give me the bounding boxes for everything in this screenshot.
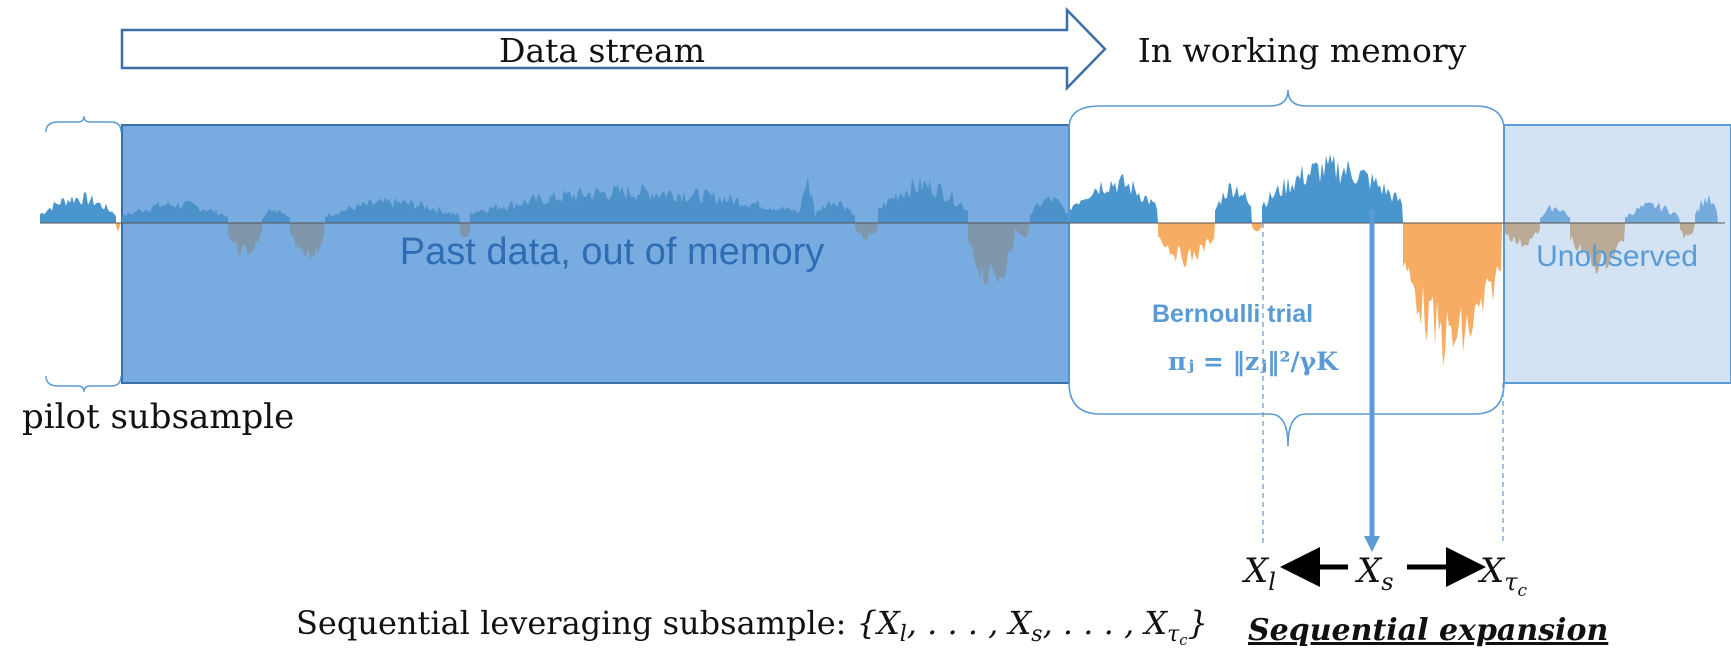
waveform-segment-6 xyxy=(325,197,460,223)
waveform-segment-8 xyxy=(470,183,800,223)
waveform-segment-12 xyxy=(878,176,968,223)
waveform-segment-17 xyxy=(1158,223,1215,267)
pilot-subsample-brace xyxy=(45,115,122,393)
waveform-segment-7 xyxy=(460,223,470,238)
waveform-segment-3 xyxy=(228,223,262,257)
waveform-segment-16 xyxy=(1069,173,1158,223)
x-s-label: Xs xyxy=(1354,551,1394,596)
waveform-segment-20 xyxy=(1262,154,1403,223)
unobserved-block xyxy=(1503,124,1731,384)
waveform-segment-15 xyxy=(1030,195,1069,223)
waveform-segment-23 xyxy=(1540,205,1570,223)
waveform-segment-14 xyxy=(1015,223,1030,239)
waveform-segment-9 xyxy=(800,176,815,223)
working-memory-brace xyxy=(1068,89,1505,447)
waveform-segment-4 xyxy=(262,208,290,223)
waveform-segment-10 xyxy=(815,199,855,223)
x-s-arrowhead xyxy=(1364,536,1380,552)
waveform-segment-11 xyxy=(855,223,878,241)
waveform-segment-1 xyxy=(116,223,120,232)
sequential-expansion-label: Sequential expansion xyxy=(1248,613,1608,648)
data-stream-label: Data stream xyxy=(499,31,705,70)
data-stream-arrow xyxy=(120,6,1107,92)
in-working-memory-label: In working memory xyxy=(1138,31,1467,70)
x-tau-label: Xτc xyxy=(1477,551,1528,601)
past-data-block xyxy=(121,124,1070,384)
waveform-segment-0 xyxy=(40,192,116,223)
waveform-segment-27 xyxy=(1695,194,1718,223)
waveform-segment-21 xyxy=(1403,223,1502,366)
waveform-segment-19 xyxy=(1252,223,1262,232)
subsample-caption: Sequential leveraging subsample: {Xl, . … xyxy=(296,604,1208,649)
subsample-set: {Xl, . . . , Xs, . . . , Xτc} xyxy=(857,604,1208,649)
unobserved-label: Unobserved xyxy=(1536,240,1698,273)
pi-formula-label: πⱼ = ‖zⱼ‖²/γK xyxy=(1168,347,1339,376)
bernoulli-trial-label: Bernoulli trial xyxy=(1152,300,1313,328)
signal-waveform xyxy=(40,154,1718,366)
waveform-segment-25 xyxy=(1625,202,1680,223)
waveform-segment-26 xyxy=(1680,223,1695,239)
waveform-segment-13 xyxy=(968,223,1015,286)
x-l-label: Xl xyxy=(1241,551,1276,596)
waveform-segment-22 xyxy=(1504,223,1540,248)
waveform-segment-18 xyxy=(1215,182,1252,223)
waveform-segment-2 xyxy=(122,200,228,223)
waveform-segment-24 xyxy=(1570,223,1625,274)
pilot-subsample-label: pilot subsample xyxy=(22,397,294,437)
waveform-segment-5 xyxy=(290,223,325,262)
past-data-label: Past data, out of memory xyxy=(400,231,825,273)
